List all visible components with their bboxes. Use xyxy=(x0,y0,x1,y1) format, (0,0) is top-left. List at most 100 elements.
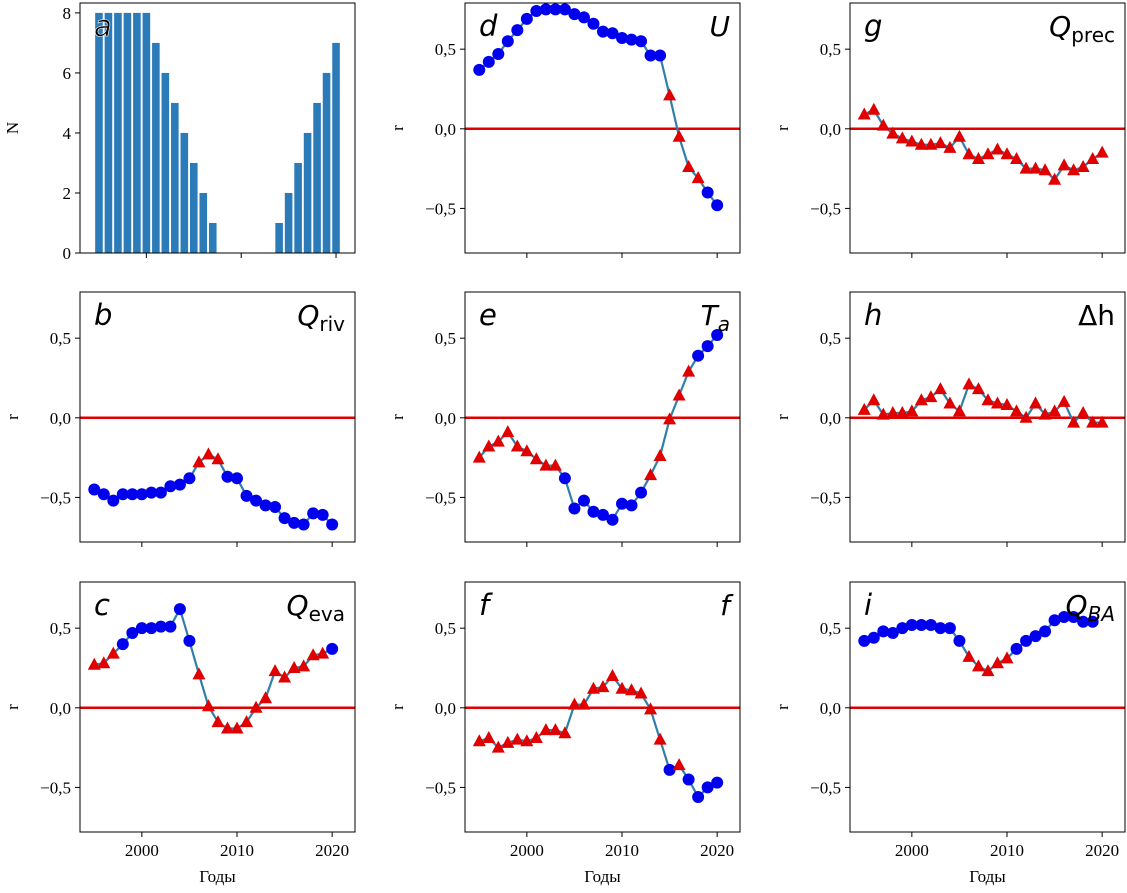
marker-triangle xyxy=(1038,163,1052,176)
marker-circle xyxy=(183,472,196,485)
plot-frame xyxy=(849,2,1126,254)
y-tick-label: 4 xyxy=(63,124,72,143)
marker-circle xyxy=(596,25,609,38)
marker-circle xyxy=(1067,611,1080,624)
marker-triangle xyxy=(230,721,244,734)
marker-circle xyxy=(577,494,590,507)
panel-label: h xyxy=(864,298,882,332)
marker-triangle xyxy=(933,382,947,395)
bar xyxy=(313,102,321,254)
marker-triangle xyxy=(1095,415,1109,428)
marker-circle xyxy=(625,499,638,512)
marker-triangle xyxy=(548,458,562,471)
marker-triangle xyxy=(87,657,101,670)
marker-triangle xyxy=(981,393,995,406)
marker-triangle xyxy=(1076,160,1090,173)
variable-main: Q xyxy=(297,299,319,332)
marker-circle xyxy=(1048,614,1061,627)
marker-circle xyxy=(635,35,648,48)
marker-circle xyxy=(1010,642,1023,655)
marker-circle xyxy=(326,518,339,531)
y-axis-label: r xyxy=(3,704,22,710)
marker-circle xyxy=(867,631,880,644)
marker-triangle xyxy=(539,723,553,736)
marker-triangle xyxy=(106,646,120,659)
marker-circle xyxy=(1029,630,1042,643)
marker-triangle xyxy=(472,450,486,463)
marker-triangle xyxy=(249,700,263,713)
x-axis-label: Годы xyxy=(584,867,621,886)
marker-triangle xyxy=(924,137,938,150)
y-tick-label: 8 xyxy=(63,4,72,23)
marker-triangle xyxy=(501,425,515,438)
marker-circle xyxy=(530,4,543,17)
y-tick-label: 0 xyxy=(63,244,72,263)
bar xyxy=(294,162,302,253)
y-tick-label: 0,0 xyxy=(435,699,456,718)
bar xyxy=(322,72,331,253)
x-tick-label: 2020 xyxy=(700,841,734,860)
marker-triangle xyxy=(520,444,534,457)
bar xyxy=(152,42,160,253)
marker-circle xyxy=(145,486,158,499)
marker-circle xyxy=(278,512,291,525)
y-axis-label: r xyxy=(773,125,792,131)
variable-main: f xyxy=(720,589,734,622)
marker-triangle xyxy=(905,134,919,147)
marker-circle xyxy=(711,199,724,212)
x-tick-label: 2020 xyxy=(315,841,349,860)
marker-circle xyxy=(1020,634,1033,647)
y-axis-label: r xyxy=(773,414,792,420)
marker-triangle xyxy=(952,404,966,417)
marker-circle xyxy=(896,622,909,635)
marker-triangle xyxy=(924,390,938,403)
marker-circle xyxy=(625,33,638,46)
marker-triangle xyxy=(491,434,505,447)
marker-circle xyxy=(492,47,505,60)
variable-label: QBA xyxy=(1066,589,1115,626)
marker-triangle xyxy=(1019,161,1033,174)
variable-label: Qriv xyxy=(297,299,345,336)
panel-label: f xyxy=(479,588,493,622)
marker-triangle xyxy=(1086,415,1100,428)
marker-circle xyxy=(549,3,562,16)
marker-circle xyxy=(606,27,619,40)
y-tick-label: 0,5 xyxy=(820,619,841,638)
marker-triangle xyxy=(1067,415,1081,428)
marker-triangle xyxy=(962,377,976,390)
marker-triangle xyxy=(501,735,515,748)
bar xyxy=(275,222,283,253)
marker-circle xyxy=(877,625,890,638)
marker-triangle xyxy=(672,388,686,401)
panel-label: a xyxy=(94,9,112,43)
marker-circle xyxy=(307,507,320,520)
marker-triangle xyxy=(548,723,562,736)
bar xyxy=(95,12,103,253)
bar xyxy=(284,192,293,253)
marker-triangle xyxy=(220,721,234,734)
marker-triangle xyxy=(1095,145,1109,158)
marker-triangle xyxy=(990,142,1004,155)
marker-triangle xyxy=(933,136,947,149)
y-tick-label: 0,0 xyxy=(820,409,841,428)
marker-circle xyxy=(701,186,714,199)
bar xyxy=(161,72,170,253)
marker-circle xyxy=(644,49,657,62)
marker-triangle xyxy=(1029,396,1043,409)
marker-circle xyxy=(269,500,282,513)
marker-triangle xyxy=(644,702,658,715)
marker-triangle xyxy=(316,646,330,659)
marker-triangle xyxy=(1057,394,1071,407)
bar xyxy=(114,12,122,253)
panel-label: e xyxy=(479,298,497,332)
marker-circle xyxy=(482,55,495,68)
plot-frame xyxy=(849,581,1126,833)
marker-triangle xyxy=(211,452,225,465)
marker-triangle xyxy=(990,656,1004,669)
y-tick-label: 6 xyxy=(63,64,72,83)
marker-triangle xyxy=(1048,172,1062,185)
marker-circle xyxy=(558,472,571,485)
marker-triangle xyxy=(529,452,543,465)
marker-triangle xyxy=(1029,161,1043,174)
